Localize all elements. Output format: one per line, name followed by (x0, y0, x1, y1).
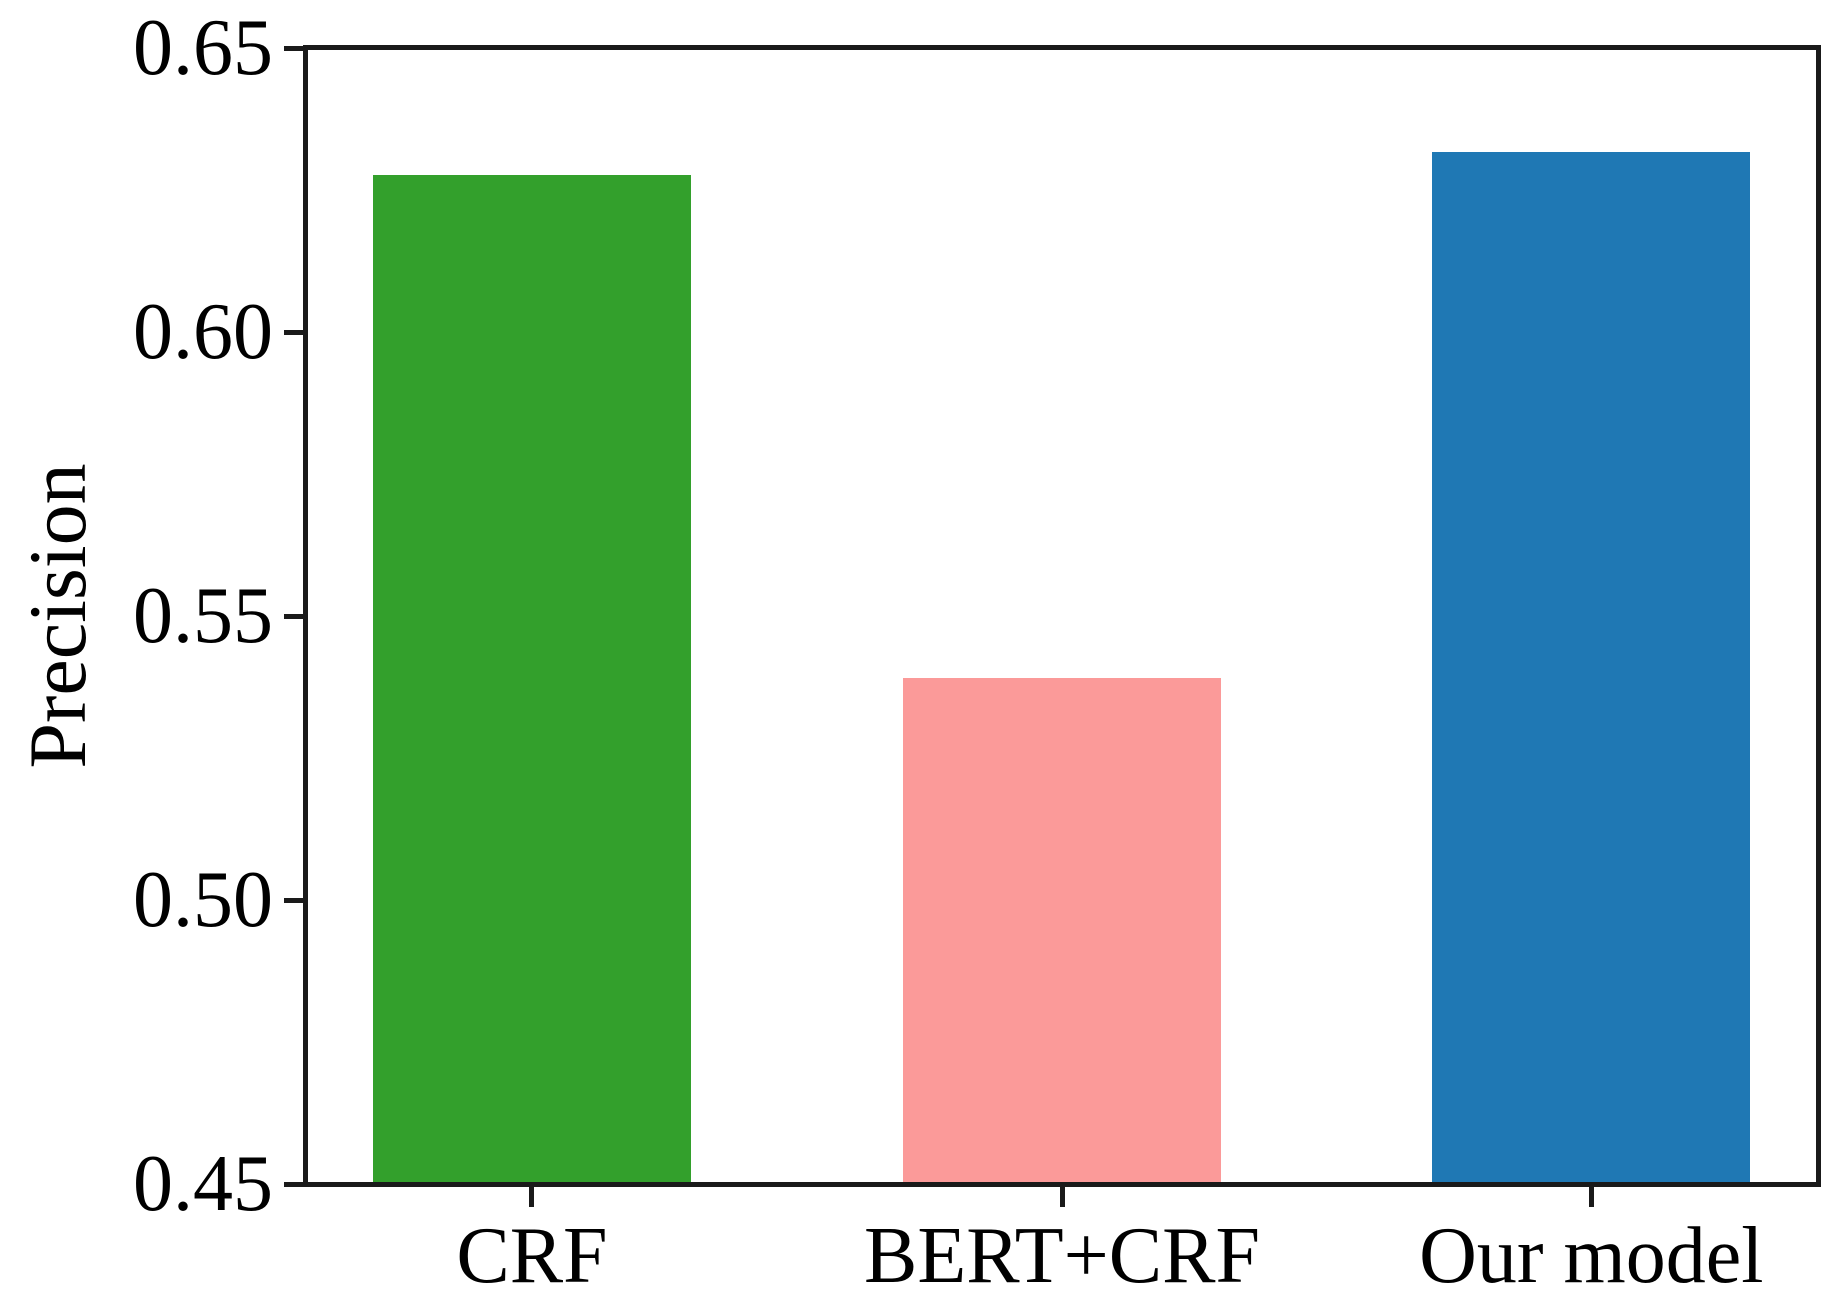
y-tick-mark (284, 613, 303, 619)
bar-our-model (1432, 151, 1751, 1182)
bars-container (308, 50, 1816, 1182)
x-tick-mark (1588, 1187, 1594, 1207)
y-tick-mark (284, 45, 303, 51)
y-tick-mark (284, 1181, 303, 1187)
bar-bert-crf (902, 678, 1222, 1182)
bar-crf (372, 174, 692, 1182)
x-tick-label-our-model: Our model (1419, 1212, 1764, 1300)
x-tick-mark (1059, 1187, 1065, 1207)
y-tick-label-0-55: 0.55 (133, 572, 273, 660)
x-tick-label-crf: CRF (456, 1212, 608, 1300)
x-tick-label-bert-crf: BERT+CRF (864, 1212, 1260, 1300)
x-tick-mark (529, 1187, 535, 1207)
y-tick-label-0-50: 0.50 (133, 856, 273, 944)
y-tick-label-0-60: 0.60 (133, 288, 273, 376)
y-tick-label-0-45: 0.45 (133, 1140, 273, 1228)
plot-area (303, 45, 1821, 1187)
y-tick-label-0-65: 0.65 (133, 4, 273, 92)
y-tick-mark (284, 329, 303, 335)
y-tick-mark (284, 897, 303, 903)
